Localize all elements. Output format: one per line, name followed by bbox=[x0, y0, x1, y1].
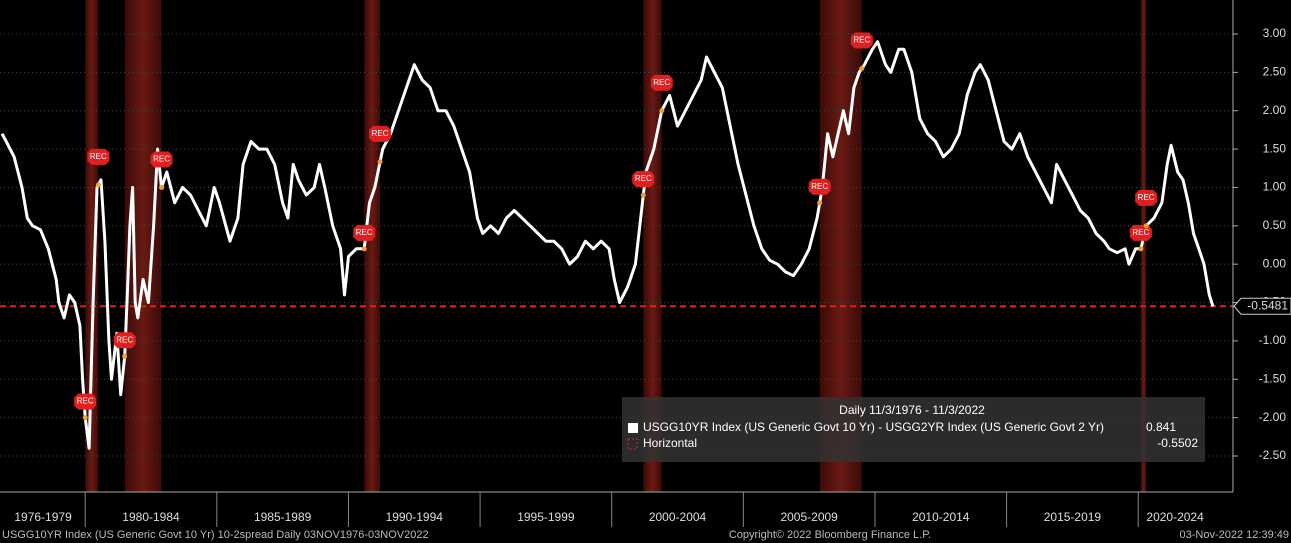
rec-point bbox=[1138, 246, 1144, 252]
rec-tag-label: REC bbox=[356, 228, 373, 237]
rec-tag bbox=[87, 148, 110, 165]
y-tick-label: 0.50 bbox=[1263, 218, 1287, 232]
rec-tag bbox=[113, 332, 136, 349]
rec-tag-label: REC bbox=[1138, 193, 1155, 202]
rec-tag-label: REC bbox=[116, 335, 133, 344]
rec-tag bbox=[353, 224, 376, 241]
rec-tag-label: REC bbox=[77, 397, 94, 406]
value-tag bbox=[1233, 297, 1291, 315]
legend-header: Daily 11/3/1976 - 11/3/2022 bbox=[839, 403, 985, 417]
rec-point bbox=[640, 192, 646, 198]
footer-right: 03-Nov-2022 12:39:49 bbox=[1180, 529, 1289, 541]
x-tick-label: 2015-2019 bbox=[1044, 510, 1102, 524]
legend-label: Horizontal bbox=[643, 436, 697, 450]
recession-band bbox=[85, 0, 99, 492]
recession-band bbox=[643, 0, 662, 492]
rec-tag bbox=[369, 125, 392, 142]
rec-tag bbox=[808, 178, 831, 195]
y-tick-label: -2.00 bbox=[1259, 410, 1287, 424]
legend-swatch bbox=[628, 423, 638, 433]
rec-tag-label: REC bbox=[90, 152, 107, 161]
rec-tag bbox=[150, 151, 173, 168]
rec-point bbox=[159, 184, 165, 190]
x-tick-label: 1980-1984 bbox=[122, 510, 180, 524]
rec-tag-label: REC bbox=[653, 78, 670, 87]
rec-tag-label: REC bbox=[853, 36, 870, 45]
rec-tag-label: REC bbox=[153, 155, 170, 164]
y-tick-label: -1.00 bbox=[1259, 333, 1287, 347]
rec-tag bbox=[74, 393, 97, 410]
legend-box bbox=[622, 397, 1205, 462]
recession-band bbox=[124, 0, 162, 492]
x-tick-label: 2005-2009 bbox=[780, 510, 838, 524]
recession-band bbox=[364, 0, 381, 492]
rec-tag-label: REC bbox=[635, 174, 652, 183]
x-tick-label: 1995-1999 bbox=[517, 510, 575, 524]
legend-value: -0.5502 bbox=[1157, 436, 1198, 450]
rec-tag bbox=[1129, 224, 1152, 241]
x-tick-label: 2000-2004 bbox=[649, 510, 707, 524]
rec-point bbox=[361, 246, 367, 252]
rec-tag-label: REC bbox=[1132, 228, 1149, 237]
legend-value: 0.841 bbox=[1146, 420, 1176, 434]
x-tick-label: 1990-1994 bbox=[386, 510, 444, 524]
series-line bbox=[0, 40, 1215, 450]
rec-point bbox=[1143, 223, 1149, 229]
rec-point bbox=[95, 182, 101, 188]
legend-label: USGG10YR Index (US Generic Govt 10 Yr) -… bbox=[643, 420, 1104, 434]
rec-point bbox=[377, 159, 383, 165]
y-tick-label: 2.50 bbox=[1263, 65, 1287, 79]
y-tick-label: 1.00 bbox=[1263, 180, 1287, 194]
rec-point bbox=[122, 353, 128, 359]
y-tick-label: 0.00 bbox=[1263, 256, 1287, 270]
y-tick-label: 2.00 bbox=[1263, 103, 1287, 117]
value-tag-label: -0.5481 bbox=[1247, 298, 1288, 312]
rec-tag-label: REC bbox=[811, 182, 828, 191]
y-tick-label: -1.50 bbox=[1259, 371, 1287, 385]
rec-tag bbox=[850, 32, 873, 49]
y-tick-label: -2.50 bbox=[1259, 448, 1287, 462]
rec-point bbox=[82, 415, 88, 421]
rec-tag bbox=[650, 74, 673, 91]
rec-point bbox=[859, 66, 865, 72]
x-tick-label: 2010-2014 bbox=[912, 510, 970, 524]
rec-tag bbox=[632, 171, 655, 188]
footer-center: Copyright© 2022 Bloomberg Finance L.P. bbox=[729, 529, 931, 541]
legend-swatch bbox=[627, 438, 638, 450]
x-tick-label: 1976-1979 bbox=[14, 510, 72, 524]
rec-tag-label: REC bbox=[372, 129, 389, 138]
y-tick-label: 3.00 bbox=[1263, 26, 1287, 40]
x-tick-label: 1985-1989 bbox=[254, 510, 312, 524]
rec-point bbox=[659, 108, 665, 114]
recession-band bbox=[1140, 0, 1147, 492]
rec-tag bbox=[1135, 189, 1158, 206]
y-tick-label: 1.50 bbox=[1263, 141, 1287, 155]
rec-point bbox=[817, 200, 823, 206]
footer-left: USGG10YR Index (US Generic Govt 10 Yr) 1… bbox=[2, 529, 429, 541]
x-tick-label: 2020-2024 bbox=[1146, 510, 1204, 524]
